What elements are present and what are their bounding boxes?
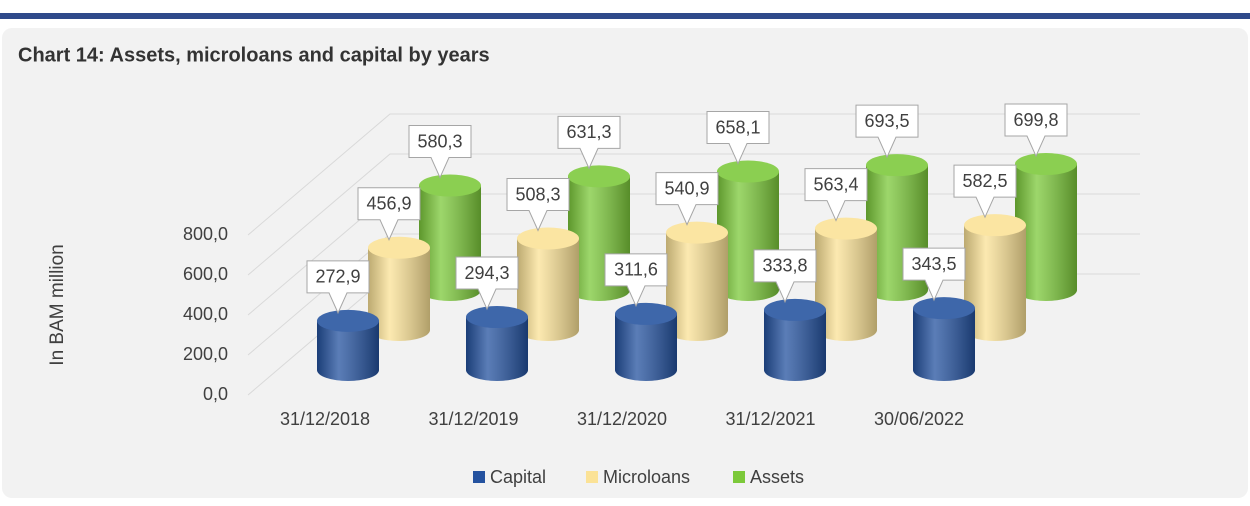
cylinder-shade bbox=[913, 308, 975, 381]
cylinder-top bbox=[815, 217, 877, 240]
cylinder-top-shade bbox=[615, 302, 677, 325]
cylinder-top-shade bbox=[466, 306, 528, 329]
cylinder-top-shade bbox=[1015, 153, 1077, 176]
cylinder-top bbox=[615, 302, 677, 325]
grid-line bbox=[247, 153, 1140, 276]
legend-swatch bbox=[473, 471, 485, 483]
y-tick-label: 800,0 bbox=[183, 224, 228, 244]
y-tick-label: 200,0 bbox=[183, 344, 228, 364]
cylinder-shade bbox=[317, 320, 379, 381]
cylinder-shade bbox=[1015, 164, 1077, 301]
cylinder-shade bbox=[466, 317, 528, 381]
x-tick-label: 31/12/2019 bbox=[428, 409, 518, 429]
legend-swatch bbox=[733, 471, 745, 483]
x-tick-label: 31/12/2018 bbox=[280, 409, 370, 429]
x-tick-label: 31/12/2020 bbox=[577, 409, 667, 429]
cylinder-top-shade bbox=[815, 217, 877, 240]
cylinder-shade bbox=[964, 225, 1026, 341]
legend-label: Capital bbox=[490, 467, 546, 487]
x-tick-label: 30/06/2022 bbox=[874, 409, 964, 429]
cylinder-shade bbox=[666, 232, 728, 341]
cylinder-top bbox=[866, 154, 928, 177]
data-label-box bbox=[953, 164, 1017, 219]
top-bar bbox=[0, 13, 1250, 19]
data-label: 540,9 bbox=[664, 178, 709, 198]
cylinder-top-shade bbox=[666, 221, 728, 244]
data-label: 658,1 bbox=[715, 117, 760, 137]
cylinder-top bbox=[1015, 153, 1077, 176]
cylinder-top bbox=[964, 214, 1026, 237]
legend-label: Assets bbox=[750, 467, 804, 487]
data-label: 343,5 bbox=[911, 254, 956, 274]
cylinder-top bbox=[466, 306, 528, 329]
cylinder-top-shade bbox=[913, 297, 975, 320]
legend-swatch bbox=[586, 471, 598, 483]
data-label: 333,8 bbox=[762, 256, 807, 276]
data-label-box bbox=[557, 115, 621, 170]
cylinder-top-shade bbox=[964, 214, 1026, 237]
cylinder-top bbox=[368, 236, 430, 259]
cylinder-top-shade bbox=[717, 160, 779, 183]
chart-title: Chart 14: Assets, microloans and capital… bbox=[18, 44, 490, 66]
cylinder-top bbox=[764, 298, 826, 321]
data-label: 272,9 bbox=[315, 267, 360, 287]
data-label: 563,4 bbox=[813, 174, 858, 194]
data-label: 631,3 bbox=[566, 122, 611, 142]
cylinder-top-shade bbox=[368, 236, 430, 259]
data-label: 693,5 bbox=[864, 111, 909, 131]
data-label: 582,5 bbox=[962, 171, 1007, 191]
y-tick-label: 0,0 bbox=[203, 384, 228, 404]
data-label-box bbox=[306, 260, 370, 315]
data-label: 699,8 bbox=[1013, 110, 1058, 130]
data-label-box bbox=[753, 249, 817, 304]
data-label-box bbox=[855, 104, 919, 159]
data-label-box bbox=[902, 247, 966, 302]
cylinder-shade bbox=[815, 228, 877, 341]
cylinder-shade bbox=[368, 247, 430, 341]
cylinder-top bbox=[419, 174, 481, 197]
x-tick-label: 31/12/2021 bbox=[725, 409, 815, 429]
y-tick-label: 400,0 bbox=[183, 304, 228, 324]
cylinder-shade bbox=[764, 309, 826, 381]
data-label-box bbox=[357, 187, 421, 241]
data-label: 456,9 bbox=[366, 194, 411, 214]
data-label: 580,3 bbox=[417, 131, 462, 151]
data-label-box bbox=[604, 253, 668, 308]
cylinder-top-shade bbox=[764, 298, 826, 321]
cylinder-top-shade bbox=[317, 309, 379, 332]
cylinder-shade bbox=[517, 238, 579, 341]
data-label-box bbox=[706, 111, 770, 165]
cylinder-top bbox=[666, 221, 728, 244]
cylinder-top-shade bbox=[866, 154, 928, 177]
cylinder-top bbox=[717, 160, 779, 183]
cylinder-top-shade bbox=[419, 174, 481, 197]
cylinder-top bbox=[317, 309, 379, 332]
cylinder-shade bbox=[615, 313, 677, 381]
cylinder-top-shade bbox=[517, 227, 579, 250]
legend-label: Microloans bbox=[603, 467, 690, 487]
cylinder-top bbox=[568, 165, 630, 188]
data-label-box bbox=[506, 178, 570, 232]
data-label-box bbox=[1004, 103, 1068, 158]
data-label-box bbox=[455, 256, 519, 311]
cylinder-top bbox=[913, 297, 975, 320]
data-label-box bbox=[408, 125, 472, 179]
data-label: 311,6 bbox=[614, 260, 658, 280]
data-label: 294,3 bbox=[464, 263, 509, 283]
y-axis-label: In BAM million bbox=[47, 244, 68, 365]
data-label: 508,3 bbox=[515, 184, 560, 204]
cylinder-top-shade bbox=[568, 165, 630, 188]
data-label-box bbox=[804, 168, 868, 222]
data-label-box bbox=[655, 172, 719, 226]
y-tick-label: 600,0 bbox=[183, 264, 228, 284]
cylinder-top bbox=[517, 227, 579, 250]
